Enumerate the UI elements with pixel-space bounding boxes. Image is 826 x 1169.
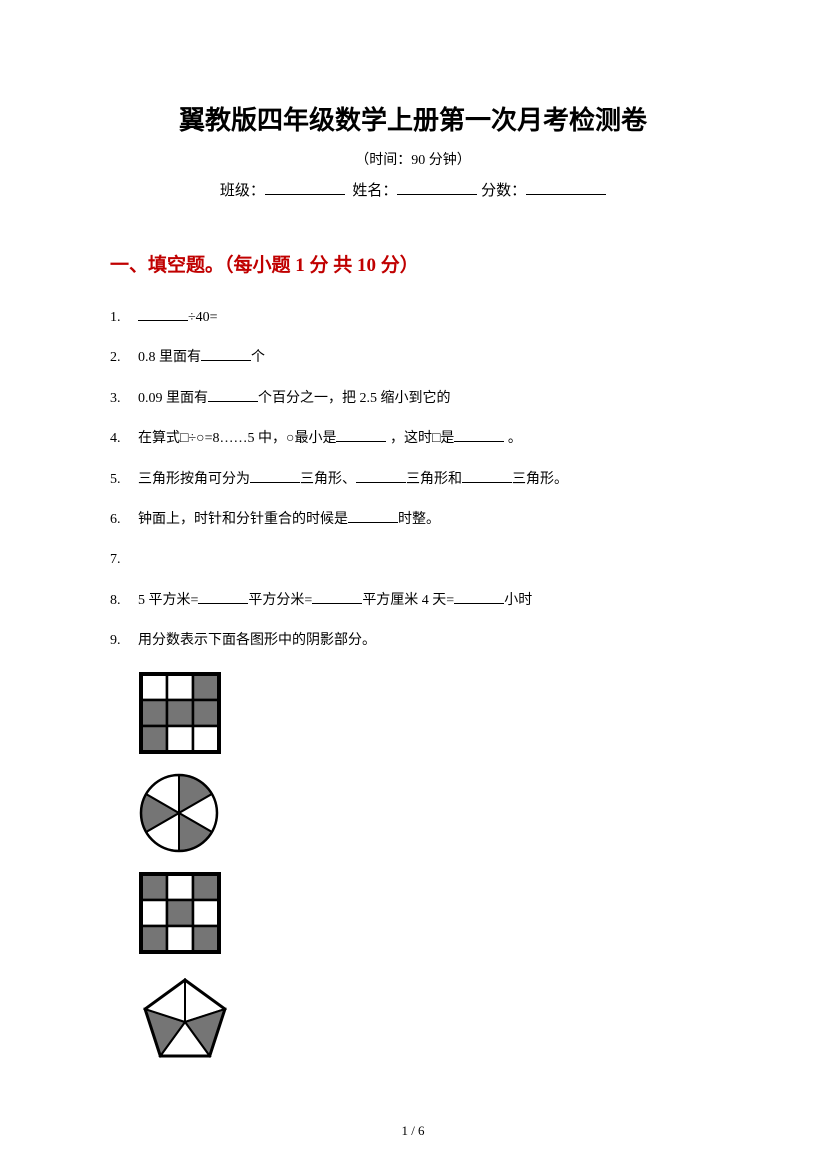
qnum: 4.	[110, 428, 138, 450]
name-blank[interactable]	[397, 180, 477, 195]
text: 钟面上，时针和分针重合的时候是	[138, 512, 348, 527]
qnum: 1.	[110, 307, 138, 329]
class-blank[interactable]	[265, 180, 345, 195]
blank[interactable]	[208, 388, 258, 402]
questions-container: 1. ÷40= 2. 0.8 里面有 个 3. 0.09 里面有 个百分之一，把 2…	[110, 307, 716, 1069]
text: 5 平方米=	[138, 593, 198, 608]
qtext: 5 平方米= 平方分米= 平方厘米 4 天= 小时	[138, 590, 716, 612]
question-7: 7.	[110, 549, 716, 571]
figure-grid-2	[138, 871, 716, 960]
qtext: 钟面上，时针和分针重合的时候是 时整。	[138, 509, 716, 531]
text: 三角形。	[512, 472, 568, 487]
text: 0.09 里面有	[138, 391, 208, 406]
question-5: 5. 三角形按角可分为 三角形、 三角形和 三角形。	[110, 469, 716, 491]
score-blank[interactable]	[526, 180, 606, 195]
blank[interactable]	[201, 347, 251, 361]
qnum: 8.	[110, 590, 138, 612]
text: 三角形和	[406, 472, 462, 487]
text: 在算式□÷○=8……5 中，○最小是	[138, 431, 336, 446]
text: 三角形按角可分为	[138, 472, 250, 487]
grid-3x3-icon	[138, 671, 222, 755]
blank[interactable]	[138, 307, 188, 321]
text: 个百分之一，把 2.5 缩小到它的	[258, 391, 451, 406]
question-3: 3. 0.09 里面有 个百分之一，把 2.5 缩小到它的	[110, 388, 716, 410]
name-label: 姓名：	[352, 183, 397, 199]
figure-grid-1	[138, 671, 716, 760]
qtext: ÷40=	[138, 307, 716, 329]
text: 三角形、	[300, 472, 356, 487]
question-8: 8. 5 平方米= 平方分米= 平方厘米 4 天= 小时	[110, 590, 716, 612]
figure-pentagon	[138, 972, 716, 1069]
pie-6-icon	[138, 772, 220, 854]
qnum: 6.	[110, 509, 138, 531]
exam-title: 翼教版四年级数学上册第一次月考检测卷	[110, 100, 716, 137]
question-2: 2. 0.8 里面有 个	[110, 347, 716, 369]
exam-subtitle: （时间：90 分钟）	[110, 149, 716, 169]
text: 时整。	[398, 512, 440, 527]
question-9: 9. 用分数表示下面各图形中的阴影部分。	[110, 630, 716, 652]
qnum: 2.	[110, 347, 138, 369]
qnum: 7.	[110, 549, 138, 571]
qtext: 0.09 里面有 个百分之一，把 2.5 缩小到它的	[138, 388, 716, 410]
blank[interactable]	[348, 509, 398, 523]
qtext: 三角形按角可分为 三角形、 三角形和 三角形。	[138, 469, 716, 491]
blank[interactable]	[198, 590, 248, 604]
page-number: 1 / 6	[0, 1123, 826, 1139]
text: 用分数表示下面各图形中的阴影部分。	[138, 633, 376, 648]
blank[interactable]	[356, 469, 406, 483]
text: ，这时□是	[386, 431, 454, 446]
text: 平方分米=	[248, 593, 312, 608]
info-line: 班级： 姓名： 分数：	[110, 179, 716, 200]
text: 小时	[504, 593, 532, 608]
text: ÷40=	[188, 310, 218, 325]
blank[interactable]	[454, 428, 504, 442]
text: 个	[251, 350, 265, 365]
qnum: 9.	[110, 630, 138, 652]
grid-3x3b-icon	[138, 871, 222, 955]
pentagon-icon	[138, 972, 233, 1064]
blank[interactable]	[462, 469, 512, 483]
blank[interactable]	[250, 469, 300, 483]
question-6: 6. 钟面上，时针和分针重合的时候是 时整。	[110, 509, 716, 531]
class-label: 班级：	[220, 183, 265, 199]
score-label: 分数：	[481, 183, 526, 199]
blank[interactable]	[312, 590, 362, 604]
text: 。	[504, 431, 522, 446]
section-1-heading: 一、填空题。（每小题 1 分 共 10 分）	[110, 250, 716, 277]
question-4: 4. 在算式□÷○=8……5 中，○最小是 ，这时□是 。	[110, 428, 716, 450]
qtext: 0.8 里面有 个	[138, 347, 716, 369]
blank[interactable]	[454, 590, 504, 604]
figures-container	[138, 671, 716, 1069]
blank[interactable]	[336, 428, 386, 442]
text: 0.8 里面有	[138, 350, 201, 365]
qtext	[138, 549, 716, 571]
text: 平方厘米 4 天=	[362, 593, 454, 608]
figure-pie	[138, 772, 716, 859]
question-1: 1. ÷40=	[110, 307, 716, 329]
qtext: 在算式□÷○=8……5 中，○最小是 ，这时□是 。	[138, 428, 716, 450]
qnum: 5.	[110, 469, 138, 491]
qtext: 用分数表示下面各图形中的阴影部分。	[138, 630, 716, 652]
qnum: 3.	[110, 388, 138, 410]
